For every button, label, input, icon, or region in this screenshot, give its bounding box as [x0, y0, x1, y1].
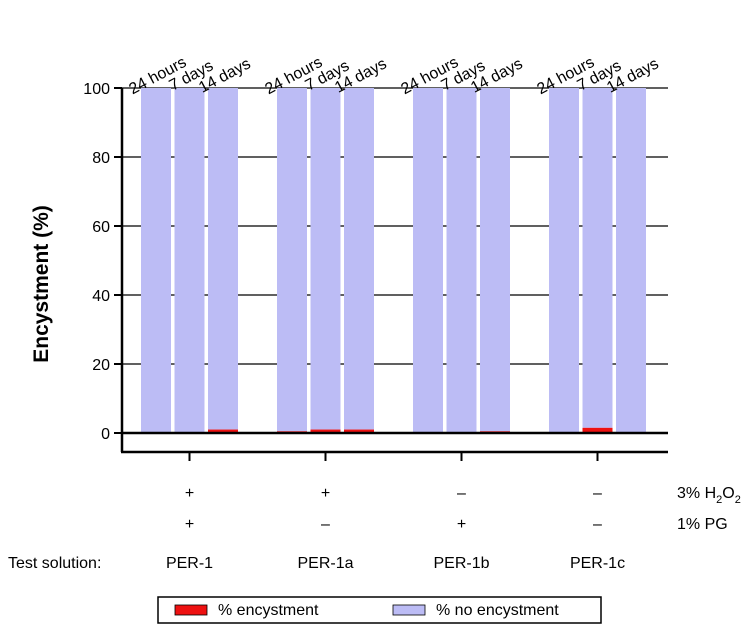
- axes: [120, 88, 668, 461]
- h2o2-row-label: 3% H2O2: [677, 485, 741, 506]
- legend-label-encystment: % encystment: [218, 602, 319, 619]
- pg-row-label: 1% PG: [677, 516, 728, 533]
- y-tick-label: 20: [92, 357, 110, 374]
- pg-value: –: [593, 516, 602, 533]
- y-tick-label: 60: [92, 219, 110, 236]
- bar-no-encystment: [480, 88, 510, 432]
- y-ticks: 0 20 40 60 80 100: [83, 81, 122, 443]
- bar-no-encystment: [208, 88, 238, 430]
- bar-no-encystment: [549, 88, 579, 433]
- bar-encystment: [344, 429, 374, 433]
- bar-no-encystment: [344, 88, 374, 430]
- test-solution-label: Test solution:: [8, 555, 101, 572]
- pg-value: +: [185, 516, 194, 533]
- h2o2-value: +: [321, 485, 330, 502]
- y-tick-label: 40: [92, 288, 110, 305]
- bar-no-encystment: [174, 88, 205, 433]
- bar-encystment: [582, 427, 613, 433]
- bar-no-encystment: [446, 88, 477, 433]
- y-tick-label: 100: [83, 81, 110, 98]
- bar-no-encystment: [310, 88, 341, 430]
- bar-no-encystment: [413, 88, 443, 433]
- bar-encystment: [208, 429, 238, 433]
- legend-label-no-encystment: % no encystment: [436, 602, 559, 619]
- pg-value: –: [321, 516, 330, 533]
- bar-encystment: [310, 429, 341, 433]
- group-name: PER-1b: [433, 555, 489, 572]
- group-name: PER-1: [166, 555, 213, 572]
- factor-table: + + PER-1 + – PER-1a – + PER-1b – – PER-1c: [166, 485, 625, 572]
- legend-swatch-encystment: [174, 604, 208, 616]
- pg-value: +: [457, 516, 466, 533]
- legend-box: [157, 596, 602, 624]
- y-axis-title: Encystment (%): [30, 205, 53, 363]
- h2o2-value: –: [593, 485, 602, 502]
- bar-no-encystment: [141, 88, 171, 433]
- bar-no-encystment: [616, 88, 646, 433]
- bar-no-encystment: [582, 88, 613, 428]
- legend: % encystment % no encystment: [157, 596, 602, 624]
- group-name: PER-1c: [570, 555, 625, 572]
- group-name: PER-1a: [297, 555, 353, 572]
- h2o2-value: –: [457, 485, 466, 502]
- bars: [141, 88, 646, 433]
- y-tick-label: 80: [92, 150, 110, 167]
- legend-swatch-no-encystment: [392, 604, 426, 616]
- bar-no-encystment: [277, 88, 307, 432]
- h2o2-value: +: [185, 485, 194, 502]
- y-tick-label: 0: [101, 426, 110, 443]
